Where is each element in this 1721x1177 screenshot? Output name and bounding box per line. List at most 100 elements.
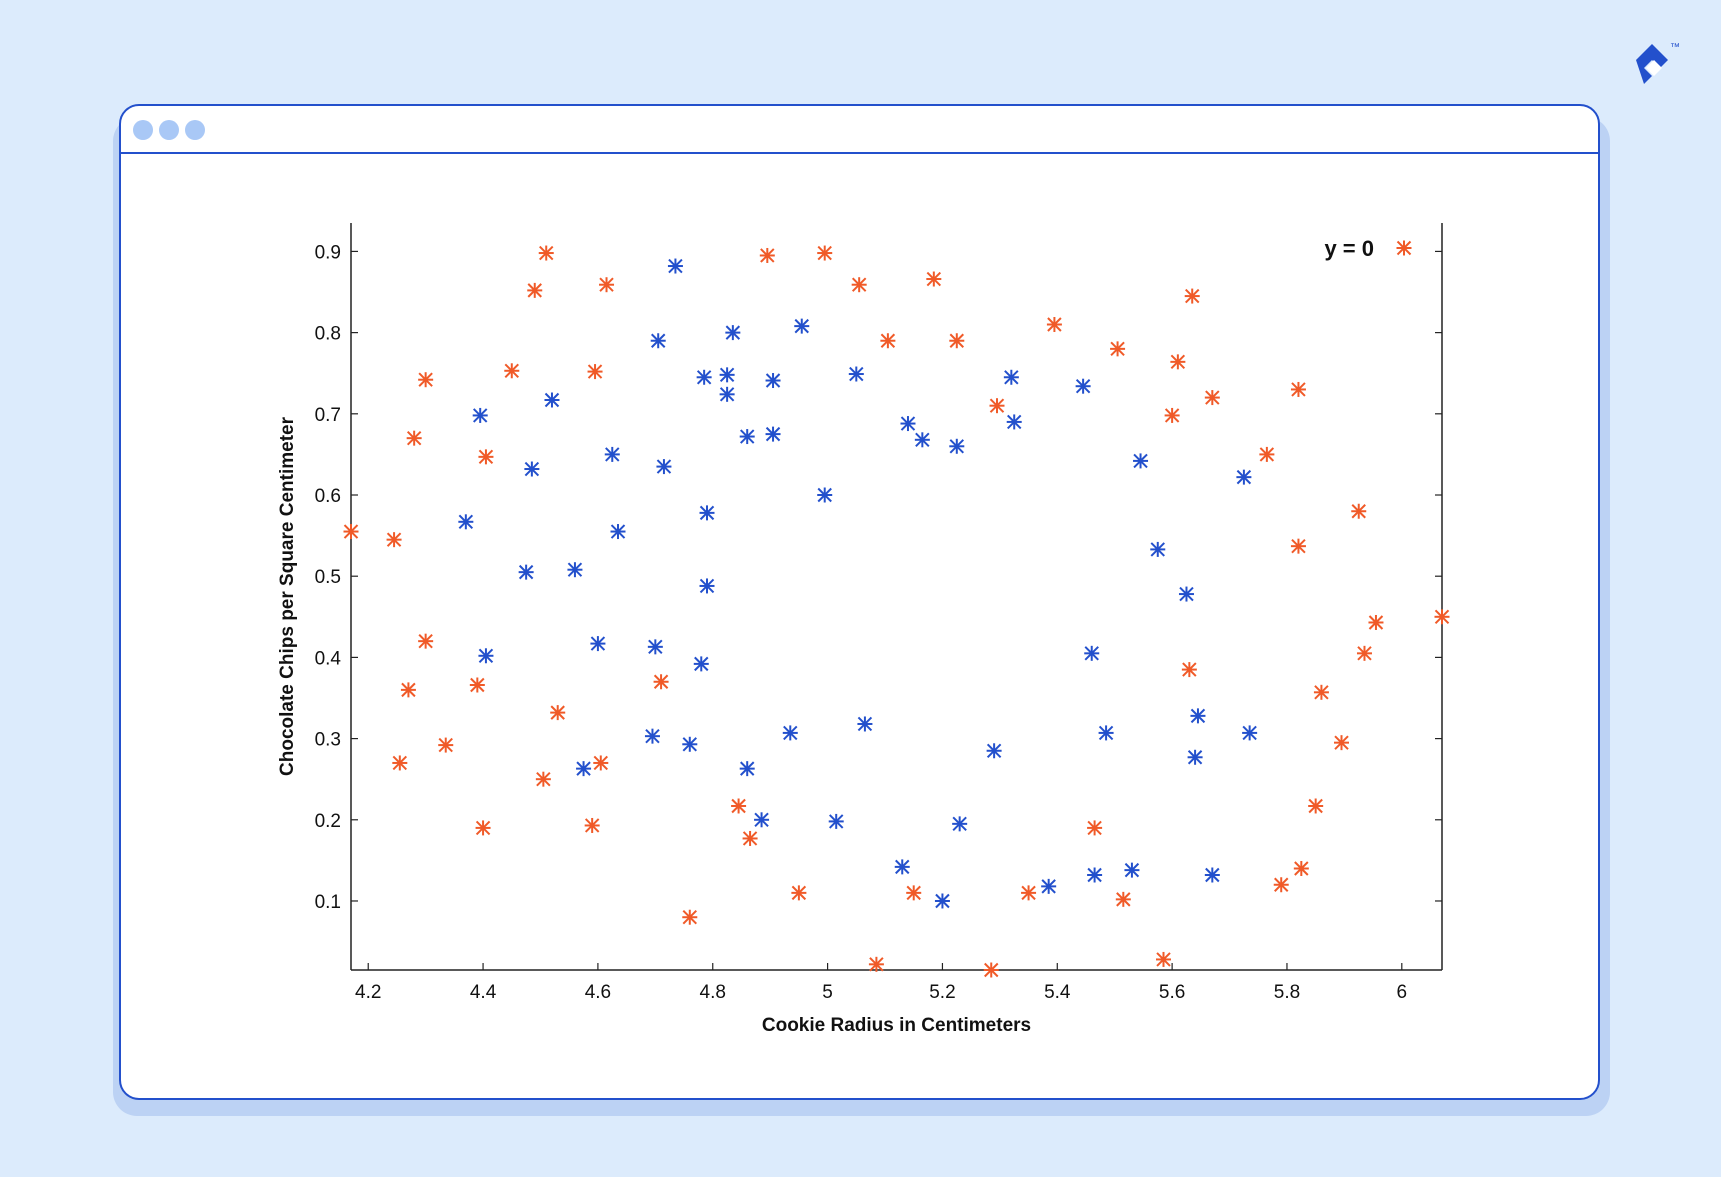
data-point-series-1 <box>782 725 798 741</box>
data-point-series-0 <box>418 633 434 649</box>
data-point-series-1 <box>1178 586 1194 602</box>
data-point-series-1 <box>765 373 781 389</box>
chart-axes <box>350 223 1443 971</box>
data-point-series-1 <box>857 716 873 732</box>
data-point-series-1 <box>1075 378 1091 394</box>
data-point-series-1 <box>699 578 715 594</box>
x-tick-label: 4.6 <box>585 982 611 1003</box>
data-point-series-1 <box>986 743 1002 759</box>
data-point-series-0 <box>587 364 603 380</box>
data-point-series-1 <box>725 325 741 341</box>
data-point-series-0 <box>1259 446 1275 462</box>
window-dot-2[interactable] <box>159 120 179 140</box>
y-tick-label: 0.8 <box>315 324 341 345</box>
data-point-series-0 <box>817 245 833 261</box>
x-tick-label: 4.2 <box>355 982 381 1003</box>
data-point-series-1 <box>524 461 540 477</box>
data-point-series-0 <box>535 771 551 787</box>
data-point-series-1 <box>934 893 950 909</box>
data-point-series-0 <box>386 532 402 548</box>
data-point-series-0 <box>504 363 520 379</box>
x-tick-label: 4.4 <box>470 982 497 1003</box>
y-tick-label: 0.4 <box>315 648 342 669</box>
data-point-series-0 <box>1351 503 1367 519</box>
data-point-series-1 <box>1041 878 1057 894</box>
data-point-series-0 <box>1290 538 1306 554</box>
data-point-series-1 <box>696 369 712 385</box>
chart-ticks: 4.2 4.4 4.6 4.8 5 5.2 5.4 5.6 5.8 6 0.1 0.2 0.3 0.4 0.… <box>315 242 1442 1003</box>
data-point-series-0 <box>1293 861 1309 877</box>
data-point-series-0 <box>949 333 965 349</box>
data-point-series-0 <box>392 755 408 771</box>
data-point-series-1 <box>739 761 755 777</box>
data-point-series-0 <box>759 247 775 263</box>
data-point-series-1 <box>693 656 709 672</box>
data-point-series-1 <box>478 648 494 664</box>
data-point-series-1 <box>699 505 715 521</box>
data-point-series-0 <box>1434 609 1450 625</box>
y-tick-label: 0.7 <box>315 405 341 426</box>
data-point-series-0 <box>438 737 454 753</box>
y-tick-label: 0.6 <box>315 486 341 507</box>
data-point-series-0 <box>653 674 669 690</box>
window-titlebar <box>121 106 1598 154</box>
data-point-series-1 <box>610 524 626 540</box>
y-tick-label: 0.5 <box>315 567 341 588</box>
data-point-series-1 <box>828 813 844 829</box>
data-point-series-1 <box>949 438 965 454</box>
brand-logo: ™ <box>1632 38 1692 90</box>
data-point-series-0 <box>983 962 999 978</box>
data-point-series-0 <box>926 271 942 287</box>
y-tick-label: 0.1 <box>315 892 341 913</box>
data-point-series-1 <box>754 812 770 828</box>
data-point-series-0 <box>593 755 609 771</box>
data-point-series-0 <box>1356 645 1372 661</box>
data-point-series-0 <box>475 820 491 836</box>
data-point-series-0 <box>1290 381 1306 397</box>
data-point-series-0 <box>1021 885 1037 901</box>
window-dot-1[interactable] <box>133 120 153 140</box>
data-point-series-1 <box>739 429 755 445</box>
data-point-series-0 <box>1170 354 1186 370</box>
data-point-series-0 <box>742 830 758 846</box>
x-tick-label: 5.2 <box>929 982 955 1003</box>
data-point-series-0 <box>1164 407 1180 423</box>
data-point-series-1 <box>719 386 735 402</box>
scatter-chart: 4.2 4.4 4.6 4.8 5 5.2 5.4 5.6 5.8 6 0.1 0.2 0.3 0.4 0.… <box>277 223 1450 1036</box>
data-point-series-1 <box>656 459 672 475</box>
data-point-series-0 <box>1313 684 1329 700</box>
data-point-series-0 <box>1204 390 1220 406</box>
data-point-series-1 <box>1133 453 1149 469</box>
x-tick-label: 6 <box>1397 982 1408 1003</box>
data-point-series-1 <box>576 761 592 777</box>
legend-marker <box>1396 240 1412 256</box>
browser-window: 4.2 4.4 4.6 4.8 5 5.2 5.4 5.6 5.8 6 0.1 0.2 0.3 0.4 0.… <box>119 104 1600 1100</box>
data-point-series-1 <box>518 564 534 580</box>
chart-legend: y = 0 <box>1324 236 1412 261</box>
data-point-series-0 <box>682 909 698 925</box>
data-point-series-1 <box>590 636 606 652</box>
window-dot-3[interactable] <box>185 120 205 140</box>
data-point-series-1 <box>1084 645 1100 661</box>
data-point-series-1 <box>1098 725 1114 741</box>
data-point-series-1 <box>567 562 583 578</box>
x-tick-label: 4.8 <box>700 982 726 1003</box>
y-tick-label: 0.2 <box>315 811 341 832</box>
data-point-series-0 <box>1115 891 1131 907</box>
data-point-series-0 <box>1184 288 1200 304</box>
data-point-series-1 <box>848 366 864 382</box>
data-point-series-0 <box>343 524 359 540</box>
data-point-series-0 <box>906 885 922 901</box>
y-tick-label: 0.3 <box>315 730 341 751</box>
data-point-series-1 <box>682 736 698 752</box>
data-point-series-0 <box>1110 341 1126 357</box>
data-point-series-1 <box>1087 867 1103 883</box>
x-axis-label: Cookie Radius in Centimeters <box>762 1015 1031 1036</box>
legend-label: y = 0 <box>1324 236 1374 261</box>
data-point-series-1 <box>1003 369 1019 385</box>
data-point-series-1 <box>1006 414 1022 430</box>
trademark-label: ™ <box>1670 42 1680 53</box>
x-tick-label: 5 <box>822 982 833 1003</box>
data-point-series-0 <box>1181 662 1197 678</box>
data-point-series-1 <box>894 859 910 875</box>
